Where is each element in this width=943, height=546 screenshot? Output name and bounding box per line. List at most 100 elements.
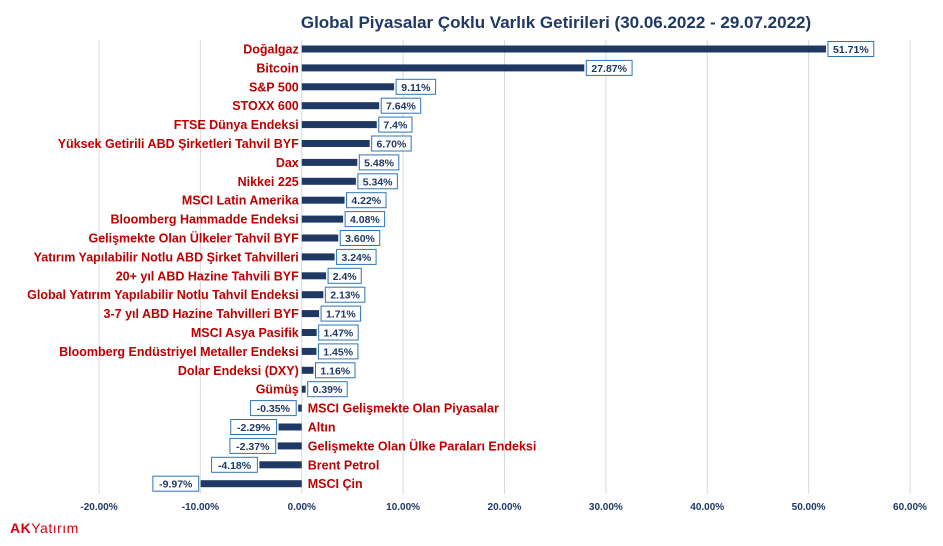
- data-label-text: 4.08%: [350, 214, 380, 226]
- category-label: STOXX 600: [232, 99, 299, 113]
- bar-do-algaz: [301, 45, 826, 53]
- data-label-box: [358, 154, 400, 171]
- data-label-box: [317, 343, 359, 360]
- data-label-text: 1.45%: [323, 346, 353, 358]
- data-label: 1.45%: [317, 343, 359, 360]
- x-tick-label: 40.00%: [690, 502, 724, 513]
- x-tick-label: -20.00%: [80, 502, 117, 513]
- data-label-text: -2.29%: [237, 422, 271, 434]
- data-label-box: [827, 41, 875, 57]
- category-label: Gümüş: [256, 383, 299, 397]
- bar-dax: [301, 158, 358, 166]
- bar-geli-mekte-olan-lke-paralar-endeksi: [277, 442, 302, 450]
- data-label-text: -2.37%: [236, 441, 270, 453]
- data-label: 6.70%: [371, 135, 412, 152]
- bar-geli-mekte-olan-lkeler-tahvil-byf: [301, 234, 339, 242]
- data-label: 51.71%: [827, 41, 875, 57]
- category-label: Bloomberg Hammadde Endeksi: [111, 213, 299, 227]
- data-label-box: [371, 135, 412, 152]
- data-label-box: [378, 116, 413, 133]
- data-label-box: [211, 456, 258, 473]
- data-label: 4.08%: [344, 211, 386, 228]
- category-label: Brent Petrol: [308, 458, 380, 472]
- bar-3-7-y-l-abd-hazine-tahvilleri-byf: [301, 310, 320, 318]
- bar-bloomberg-end-striyel-metaller-endeksi: [301, 347, 317, 355]
- bar-layer: [200, 45, 826, 488]
- x-tick-label: 20.00%: [488, 502, 522, 513]
- tick-layer: -20.00% -10.00% 0.00% 10.00% 20.00% 30.00% 40.…: [80, 502, 927, 513]
- category-label: Yatırım Yapılabilir Notlu ABD Şirket Tah…: [34, 250, 299, 264]
- data-label-text: 3.24%: [341, 252, 371, 264]
- bar-msci-latin-amerika: [301, 196, 345, 204]
- category-label: Bitcoin: [256, 61, 298, 75]
- category-label: FTSE Dünya Endeksi: [174, 118, 299, 132]
- bar-alt-n: [278, 423, 302, 431]
- data-label-box: [324, 286, 366, 303]
- data-label: -0.35%: [249, 400, 297, 417]
- data-label: 1.71%: [320, 305, 362, 322]
- data-label-box: [339, 230, 381, 246]
- data-label-text: 2.4%: [333, 271, 358, 283]
- category-label: 3-7 yıl ABD Hazine Tahvilleri BYF: [104, 307, 300, 321]
- data-label-box: [229, 437, 277, 454]
- data-label-text: -0.35%: [257, 403, 291, 415]
- data-label: 0.39%: [307, 381, 348, 398]
- category-label: Gelişmekte Olan Ülke Paraları Endeksi: [308, 438, 537, 453]
- data-label: -2.29%: [230, 419, 278, 435]
- data-label-text: 1.16%: [320, 365, 350, 377]
- bar-msci-asya-pasifik: [301, 329, 317, 336]
- data-label-box: [320, 305, 362, 322]
- data-label-box: [327, 267, 362, 284]
- bar-nikkei-225: [301, 177, 356, 185]
- data-label: 7.4%: [378, 116, 413, 133]
- x-tick-label: 50.00%: [792, 502, 826, 513]
- bar-s-p-500: [301, 83, 395, 91]
- data-label: 9.11%: [395, 78, 437, 95]
- data-label-box: [152, 475, 200, 492]
- data-label-box: [357, 173, 398, 190]
- data-label: 4.22%: [346, 192, 387, 209]
- category-label: MSCI Asya Pasifik: [191, 326, 299, 340]
- data-label-box: [230, 419, 278, 435]
- data-label-text: -4.18%: [218, 460, 252, 472]
- data-label-box: [585, 59, 633, 76]
- data-label-text: 1.47%: [324, 328, 354, 340]
- data-label: 27.87%: [585, 59, 633, 76]
- data-label-box: [307, 381, 348, 398]
- data-label: -2.37%: [229, 437, 277, 454]
- bar-20-y-l-abd-hazine-tahvili-byf: [301, 272, 327, 280]
- data-label-text: -9.97%: [159, 479, 193, 491]
- data-label-text: 5.48%: [364, 157, 394, 169]
- bar-ftse-d-nya-endeksi: [301, 121, 377, 129]
- akyatirim-logo: AKYatırım: [10, 520, 79, 536]
- bar-global-yat-r-m-yap-labilir-notlu-tahvil-endeksi: [301, 291, 324, 299]
- x-tick-label: 10.00%: [386, 502, 420, 513]
- x-tick-label: -10.00%: [182, 502, 219, 513]
- data-label-text: 1.71%: [326, 309, 356, 321]
- bar-msci-in: [200, 480, 302, 488]
- bar-bitcoin: [301, 64, 585, 72]
- category-label: Dax: [276, 156, 299, 170]
- category-label: Bloomberg Endüstriyel Metaller Endeksi: [59, 345, 299, 359]
- category-label: Global Yatırım Yapılabilir Notlu Tahvil …: [27, 288, 299, 302]
- data-label: 7.64%: [380, 97, 422, 114]
- category-label: Gelişmekte Olan Ülkeler Tahvil BYF: [88, 231, 299, 246]
- data-label-text: 9.11%: [401, 82, 431, 94]
- data-label: 2.13%: [324, 286, 366, 303]
- category-label: MSCI Latin Amerika: [182, 194, 300, 208]
- data-label-box: [315, 362, 356, 379]
- data-label-text: 27.87%: [591, 63, 627, 75]
- data-label-text: 7.4%: [383, 120, 408, 132]
- data-label-text: 3.60%: [345, 233, 375, 245]
- bar-msci-geli-mekte-olan-piyasalar: [298, 404, 302, 412]
- category-label: Doğalgaz: [243, 43, 299, 57]
- category-label: Altın: [308, 421, 336, 435]
- bar-bloomberg-hammadde-endeksi: [301, 215, 344, 223]
- grid-layer: [98, 40, 911, 494]
- data-label: 5.34%: [357, 173, 398, 190]
- category-label: Dolar Endeksi (DXY): [178, 364, 299, 378]
- data-label-box: [318, 324, 359, 341]
- data-label-text: 5.34%: [363, 176, 393, 188]
- chart-title: Global Piyasalar Çoklu Varlık Getirileri…: [301, 13, 811, 32]
